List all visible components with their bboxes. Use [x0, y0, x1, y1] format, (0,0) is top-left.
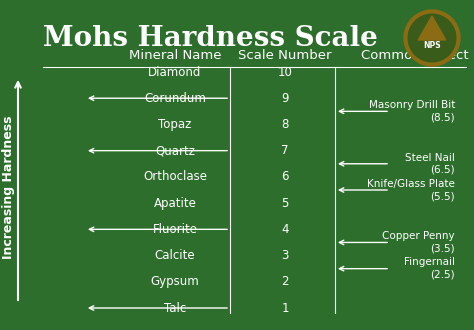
Text: 3: 3: [281, 249, 289, 262]
Text: Fluorite: Fluorite: [153, 223, 198, 236]
Text: Orthoclase: Orthoclase: [143, 170, 207, 183]
Text: Topaz: Topaz: [158, 118, 191, 131]
Text: 6: 6: [281, 170, 289, 183]
Text: Steel Nail
(6.5): Steel Nail (6.5): [405, 152, 455, 175]
Text: Increasing Hardness: Increasing Hardness: [2, 116, 16, 259]
Text: 7: 7: [281, 144, 289, 157]
Text: 1: 1: [281, 302, 289, 314]
Text: Quartz: Quartz: [155, 144, 195, 157]
Text: Gypsum: Gypsum: [151, 275, 200, 288]
Text: 8: 8: [281, 118, 289, 131]
Text: Knife/Glass Plate
(5.5): Knife/Glass Plate (5.5): [367, 179, 455, 201]
Text: Common Object: Common Object: [361, 49, 469, 62]
Text: Fingernail
(2.5): Fingernail (2.5): [404, 257, 455, 280]
Text: 10: 10: [278, 65, 292, 79]
Text: Diamond: Diamond: [148, 65, 202, 79]
Text: NPS: NPS: [423, 42, 441, 50]
Text: Talc: Talc: [164, 302, 186, 314]
Text: 5: 5: [281, 197, 289, 210]
Text: Apatite: Apatite: [154, 197, 196, 210]
Text: 4: 4: [281, 223, 289, 236]
Text: Scale Number: Scale Number: [238, 49, 332, 62]
Text: Masonry Drill Bit
(8.5): Masonry Drill Bit (8.5): [369, 100, 455, 122]
Text: 2: 2: [281, 275, 289, 288]
Circle shape: [408, 14, 456, 62]
Text: 9: 9: [281, 92, 289, 105]
Text: Calcite: Calcite: [155, 249, 195, 262]
Text: Mohs Hardness Scale: Mohs Hardness Scale: [43, 25, 377, 52]
Text: Corundum: Corundum: [144, 92, 206, 105]
Text: Mineral Name: Mineral Name: [129, 49, 221, 62]
Circle shape: [404, 10, 460, 66]
Text: Copper Penny
(3.5): Copper Penny (3.5): [383, 231, 455, 254]
